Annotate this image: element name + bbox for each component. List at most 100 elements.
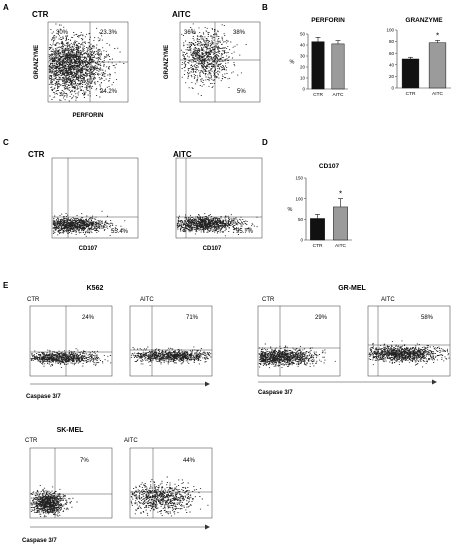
bar [401,58,420,89]
panel-e-k562-ctr: CTR 24% [27,297,113,377]
y-tick-label: 20 [300,65,306,70]
condition-label: CTR [25,438,38,444]
panel-a-plot-aitc: AITC 36% 38% 5% GRANZYME [164,10,261,103]
panel-e-k562-aitc: AITC 71% [129,297,213,377]
plot-frame [175,157,263,239]
y-tick-label: 30 [300,54,306,59]
panel-e-grmel-ctr: CTR 29% [257,297,341,377]
chart-title: PERFORIN [311,17,345,24]
significance-marker: * [436,31,439,40]
event-cloud [52,210,126,237]
quadrant-ul-value: 30% [56,30,69,36]
chart-title: CD107 [319,163,340,170]
quadrant-ul-value: 36% [184,30,197,36]
y-tick-label: 100 [386,28,394,33]
panel-letter-d: D [262,138,268,147]
quadrant-lr-value: 24.2% [100,89,118,95]
plot-frame [257,305,341,377]
category-label: AITC [335,243,346,249]
event-cloud [176,213,258,237]
plot-frame [367,305,451,377]
bar-chart-granzyme: GRANZYME 0 20 40 60 80 100 CTR * AITC [386,17,451,97]
event-cloud [258,343,336,369]
caspase-positive-value: 7% [80,458,89,464]
ylabel: GRANZYME [164,45,170,79]
bar-chart-cd107: CD107 0 50 100 150% CTR * AITC [288,163,352,249]
caspase-positive-value: 24% [82,315,95,321]
group-title-sk-mel: SK-MEL [57,427,85,434]
panel-c-plot-aitc: AITC 95.7% CD107 [173,150,263,252]
plot-frame [51,157,139,239]
y-tick-label: 80 [389,39,395,44]
caspase-positive-value: 71% [186,315,199,321]
event-cloud [180,23,247,96]
condition-label: AITC [140,297,154,303]
category-label: AITC [432,91,443,97]
condition-label: CTR [27,297,40,303]
caspase-axis-label: Caspase 3/7 [22,538,57,544]
y-tick-label: 40 [300,43,306,48]
cd107-positive-value: 55.4% [111,229,129,235]
panel-a-aitc-condition: AITC [172,10,191,19]
panel-letter-c: C [3,138,9,147]
condition-label: AITC [124,438,138,444]
cd107-positive-value: 95.7% [236,229,254,235]
panel-e-grmel-aitc: AITC 58% [367,297,451,377]
group-title-gr-mel: GR-MEL [338,285,366,292]
xlabel: PERFORIN [72,113,103,119]
y-axis-label: % [288,207,293,213]
caspase-positive-value: 44% [183,458,196,464]
y-tick-label: 100 [295,196,303,201]
bar [311,41,325,90]
event-cloud [130,346,212,366]
bar-chart-perforin: PERFORIN 0 10 20 30 40 50% CTR AITC [290,17,348,98]
panel-letter-b: B [262,3,268,12]
panel-e-skmel-ctr: CTR 7% [25,438,113,519]
arrowhead [432,379,437,385]
quadrant-lr-value: 5% [237,89,246,95]
caspase-positive-value: 29% [315,315,328,321]
panel-c-ctr-condition: CTR [28,150,45,159]
y-tick-label: 50 [298,217,304,222]
y-tick-label: 0 [302,87,305,92]
category-label: CTR [313,92,323,98]
y-tick-label: 20 [389,74,395,79]
event-cloud [30,348,112,368]
condition-label: AITC [381,297,395,303]
panel-e-skmel-aitc: AITC 44% [124,438,213,519]
category-label: AITC [333,92,344,98]
xlabel: CD107 [203,246,222,252]
event-cloud [368,340,450,368]
event-cloud [48,23,125,102]
panel-c-aitc-condition: AITC [173,150,192,159]
plot-frame [29,447,113,519]
panel-letter-e: E [3,281,9,290]
category-label: CTR [406,91,416,97]
plot-frame [179,21,261,103]
y-tick-label: 40 [389,62,395,67]
y-tick-label: 0 [300,238,303,243]
caspase-positive-value: 58% [421,315,434,321]
panel-letter-a: A [3,3,9,12]
ylabel: GRANZYME [34,45,40,79]
arrowhead [205,381,210,387]
panel-a-plot-ctr: CTR 30% 23.3% 24.2% GRANZYME PERFORIN [32,10,129,119]
caspase-axis-label: Caspase 3/7 [26,394,61,400]
condition-label: CTR [262,297,275,303]
caspase-axis-label: Caspase 3/7 [258,390,293,396]
category-label: CTR [313,243,323,249]
plot-frame [129,447,213,519]
y-tick-label: 0 [391,86,394,91]
bar [428,42,447,89]
bar [333,206,348,241]
y-tick-label: 10 [300,76,306,81]
quadrant-ur-value: 23.3% [100,30,118,36]
event-cloud [130,476,209,517]
bar [310,218,325,241]
plot-frame [29,305,113,377]
y-tick-label: 50 [300,32,306,37]
bar [331,43,345,90]
y-tick-label: 60 [389,51,395,56]
significance-marker: * [339,190,342,199]
